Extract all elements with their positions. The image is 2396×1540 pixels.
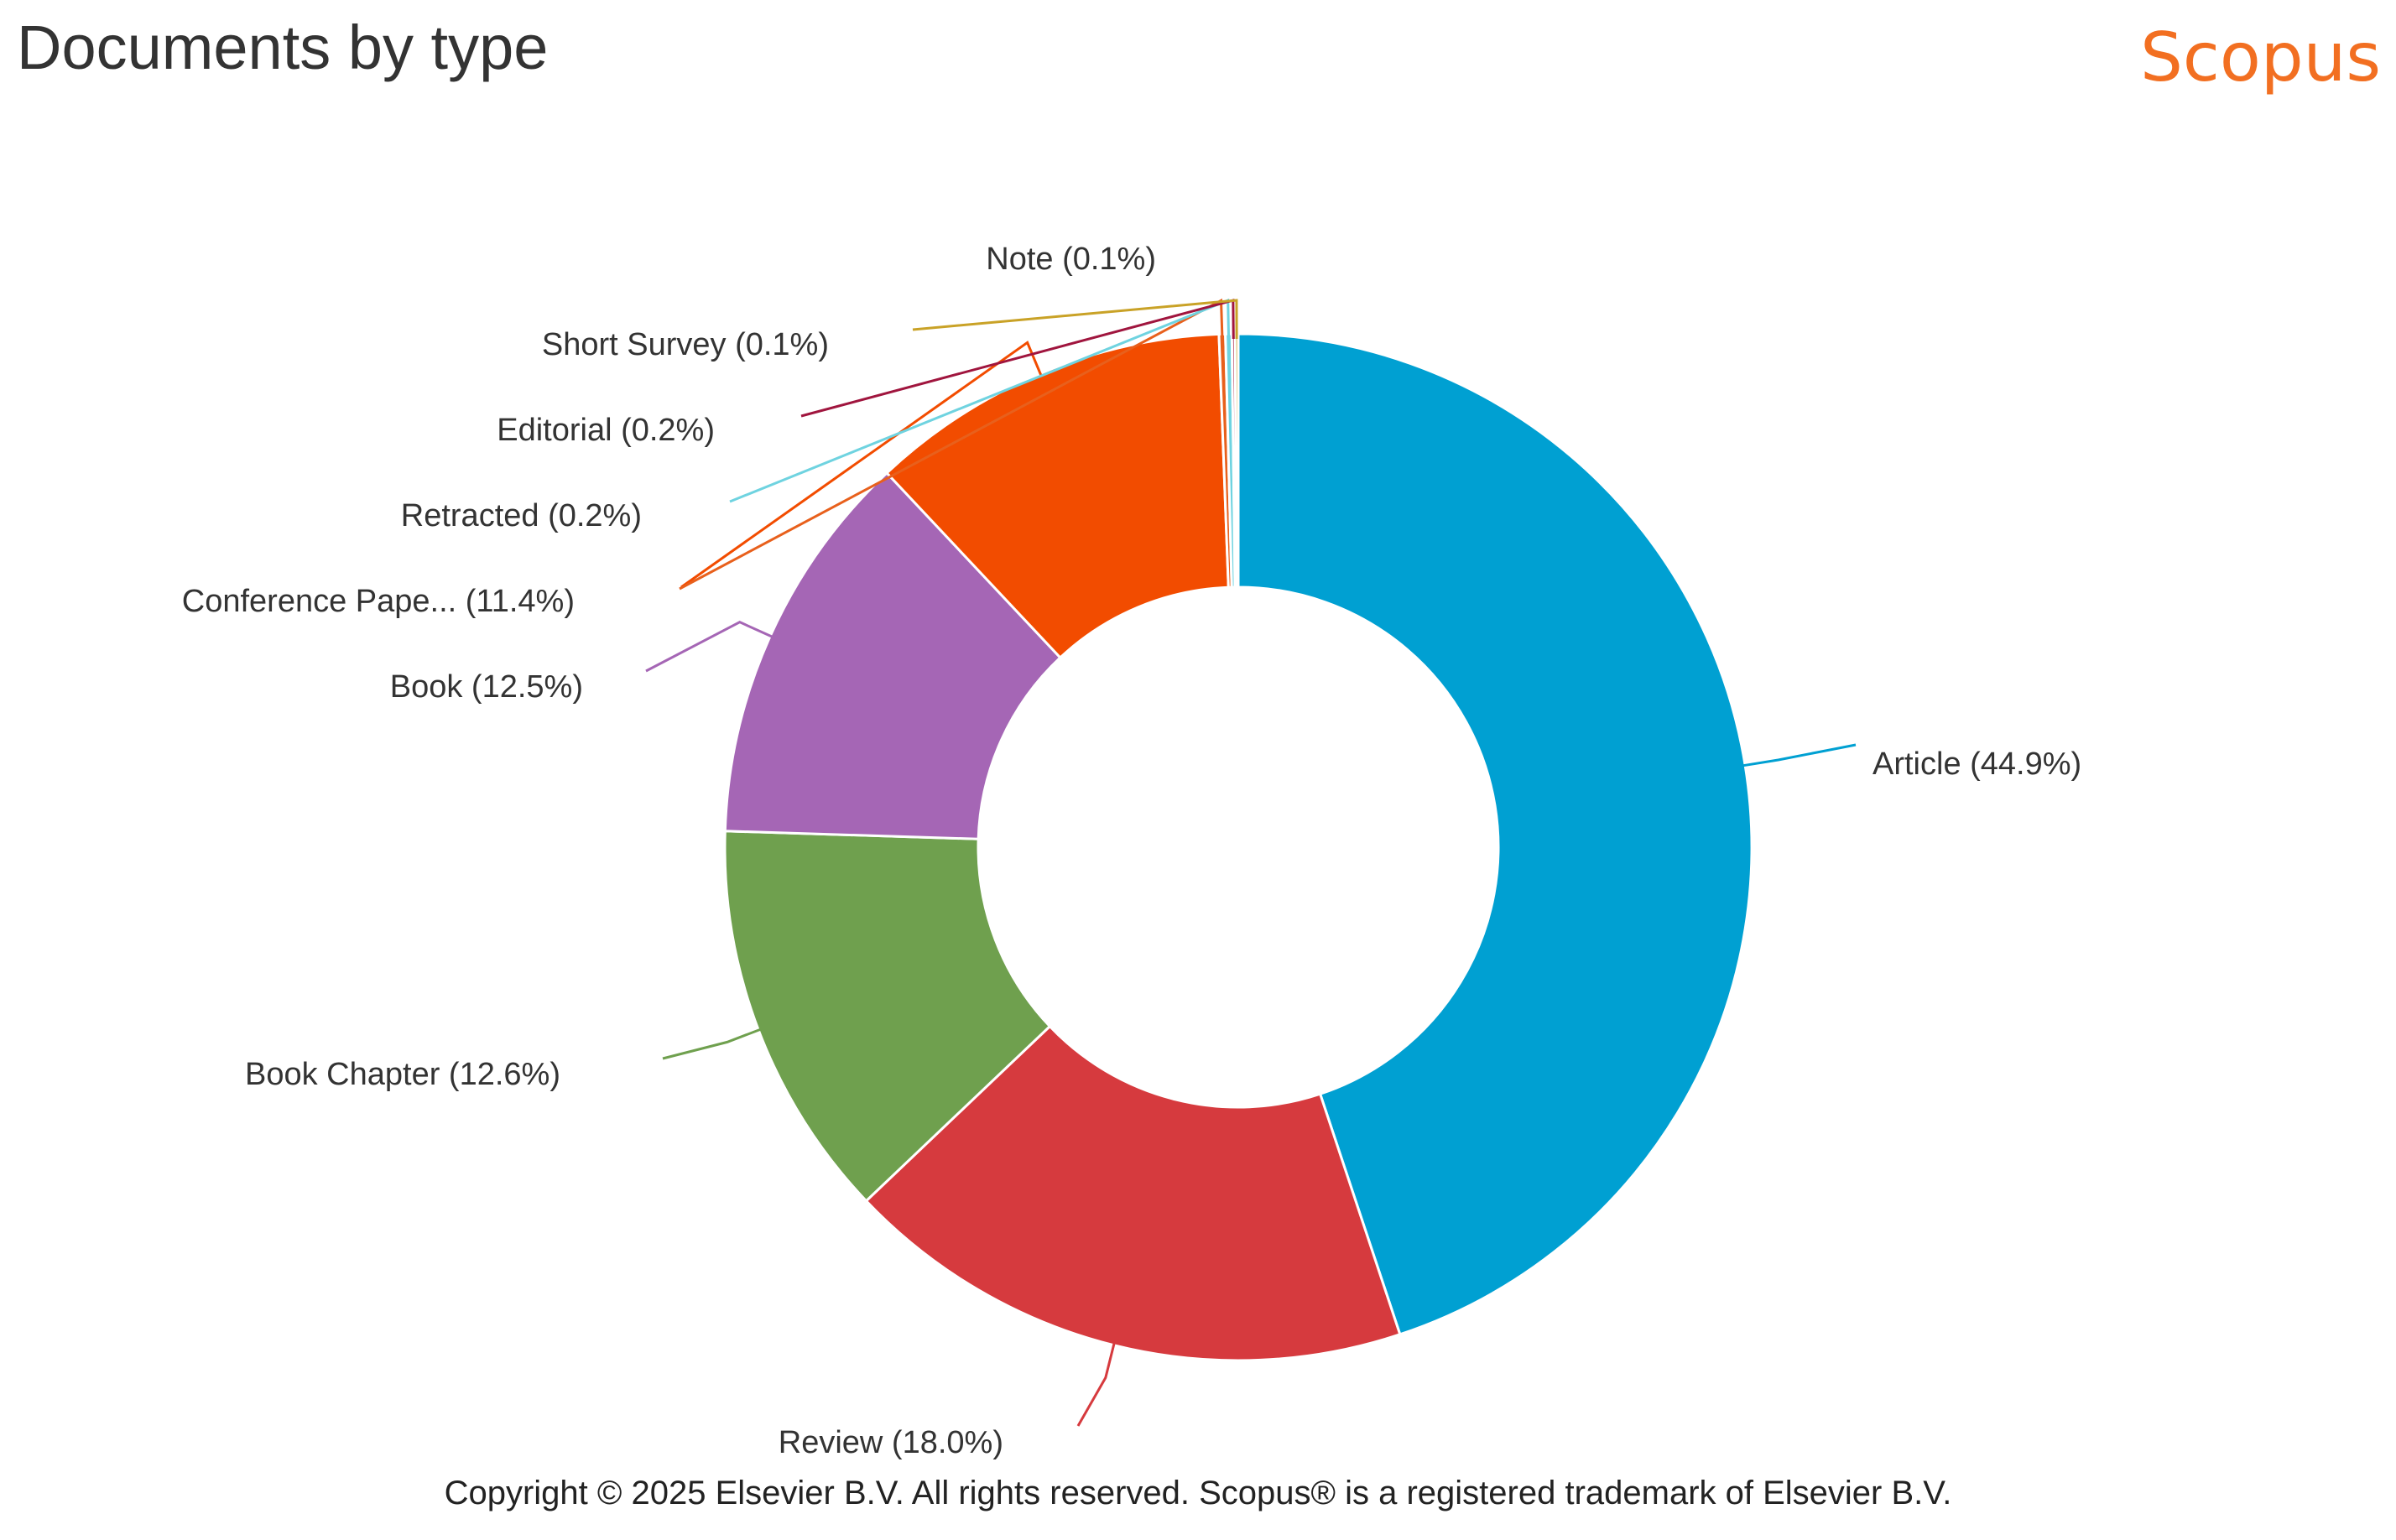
scopus-logo: Scopus <box>2140 18 2381 96</box>
slice-label-short-survey: Short Survey (0.1%) <box>542 327 829 362</box>
chart-labels: Article (44.9%) Review (18.0%) Book Chapte… <box>182 242 2081 1460</box>
slice-note[interactable] <box>1233 332 1240 589</box>
chart-slices <box>723 332 1753 1362</box>
leader-line-note <box>912 299 1238 340</box>
chart-leader-lines <box>645 298 1857 1427</box>
leader-line-conference-paper <box>680 341 1044 589</box>
slice-article[interactable] <box>1237 332 1753 1336</box>
leader-line-review <box>1076 1340 1117 1427</box>
slice-label-article: Article (44.9%) <box>1873 747 2081 782</box>
copyright-notice: Copyright © 2025 Elsevier B.V. All right… <box>444 1475 1952 1511</box>
slice-label-book: Book (12.5%) <box>390 669 583 705</box>
slice-label-review: Review (18.0%) <box>779 1425 1003 1460</box>
slice-review[interactable] <box>864 1024 1402 1362</box>
slice-label-conference-paper: Conference Pape... (11.4%) <box>182 584 575 619</box>
slice-book-chapter[interactable] <box>723 830 1052 1203</box>
leader-line-article <box>1739 743 1857 767</box>
chart-title: Documents by type <box>17 13 549 82</box>
slice-label-retracted: Retracted (0.2%) <box>401 498 642 533</box>
slice-conference-paper[interactable] <box>884 332 1230 660</box>
slice-label-editorial: Editorial (0.2%) <box>497 413 715 448</box>
slice-label-book-chapter: Book Chapter (12.6%) <box>245 1057 560 1092</box>
slice-book[interactable] <box>723 471 1062 840</box>
slice-label-note: Note (0.1%) <box>986 242 1156 277</box>
leader-line-book <box>645 621 776 673</box>
leader-line-book-chapter <box>662 1027 764 1060</box>
